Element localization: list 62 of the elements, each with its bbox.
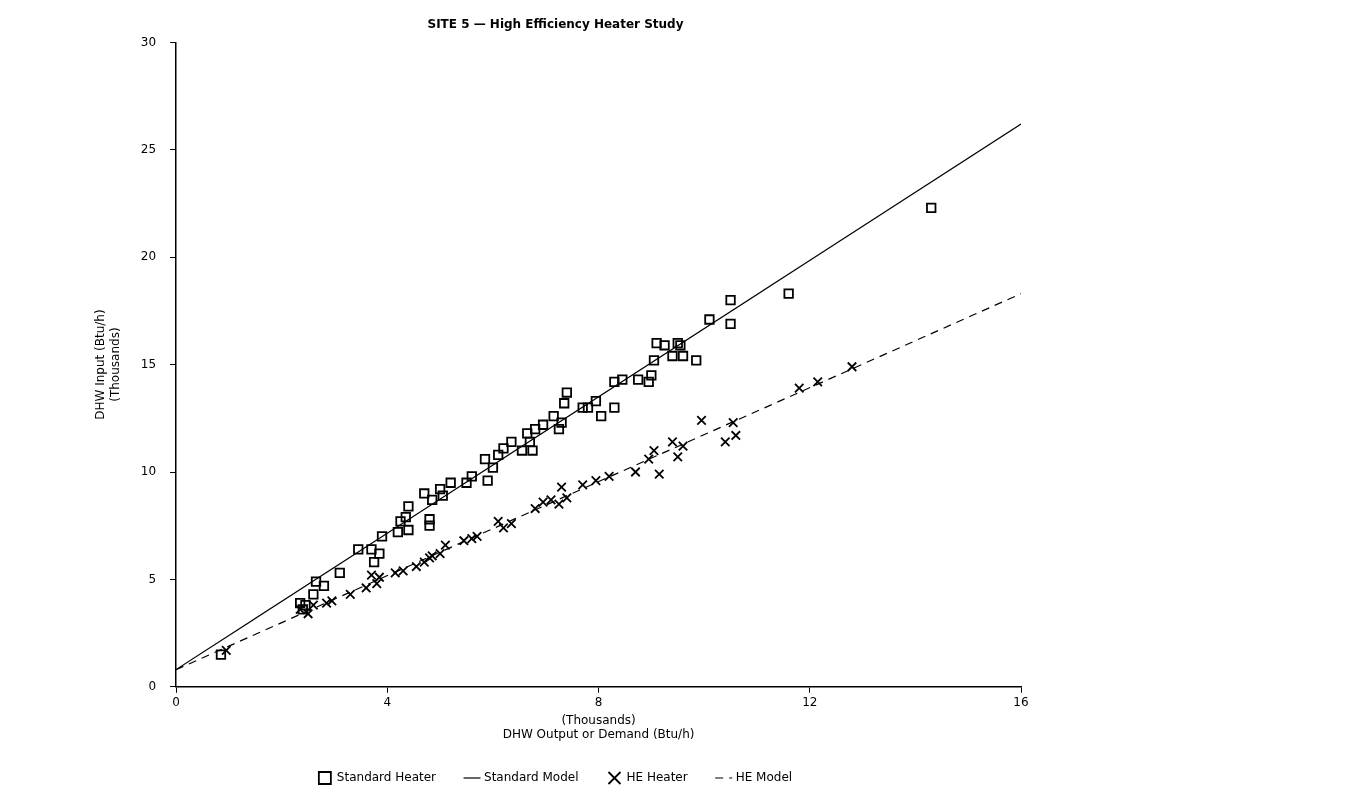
point [493, 516, 504, 527]
point [537, 496, 549, 508]
point [530, 503, 541, 514]
point [221, 645, 232, 656]
point [411, 561, 422, 572]
point [677, 441, 689, 452]
x-tick-label: 0 [172, 695, 180, 710]
y-axis-title: DHW Input (Btu/h) (Thousands) [93, 309, 122, 420]
point [672, 451, 683, 463]
point [667, 436, 678, 448]
point [308, 600, 319, 611]
point [466, 533, 477, 544]
legend-label: HE Model [735, 770, 793, 785]
y-tick-label: 25 [140, 141, 157, 156]
point [720, 436, 731, 448]
point [545, 494, 557, 506]
point [458, 535, 470, 546]
point [696, 415, 707, 426]
point [471, 531, 483, 542]
point [321, 597, 332, 609]
y-tick-label: 20 [140, 249, 157, 264]
point [730, 430, 741, 441]
point [390, 567, 401, 579]
y-tick-label: 10 [140, 464, 157, 479]
point [643, 453, 654, 465]
point [434, 548, 446, 559]
point [440, 539, 451, 551]
point [590, 475, 602, 486]
point [846, 361, 858, 372]
point [506, 518, 517, 529]
point [654, 469, 665, 480]
x-tick-label: 16 [1013, 695, 1029, 710]
point [603, 471, 615, 482]
legend-label: Standard Model [484, 770, 579, 785]
point [345, 589, 356, 600]
point [498, 522, 509, 533]
point [326, 595, 337, 607]
x-tick-label: 12 [802, 695, 818, 710]
point [361, 582, 372, 594]
point [553, 499, 565, 510]
y-tick-label: 30 [140, 34, 157, 49]
x-axis-title: (Thousands) DHW Output or Demand (Btu/h) [502, 712, 695, 741]
point [728, 417, 739, 428]
y-tick-label: 5 [148, 571, 157, 586]
point [302, 608, 314, 619]
point [398, 565, 409, 576]
point [561, 492, 572, 503]
legend-label: Standard Heater [336, 770, 437, 785]
point [419, 557, 430, 568]
point [812, 376, 823, 387]
point [556, 481, 567, 493]
point [577, 479, 588, 491]
chart-title: SITE 5 — High Efficiency Heater Study [427, 17, 684, 32]
y-tick-label: 15 [140, 356, 157, 371]
point [366, 569, 377, 581]
point [794, 383, 805, 394]
point [630, 466, 641, 478]
point [648, 445, 660, 456]
legend-label: HE Heater [626, 770, 688, 785]
x-tick-label: 8 [594, 695, 603, 710]
y-tick-label: 0 [148, 678, 157, 693]
x-tick-label: 4 [383, 695, 392, 710]
